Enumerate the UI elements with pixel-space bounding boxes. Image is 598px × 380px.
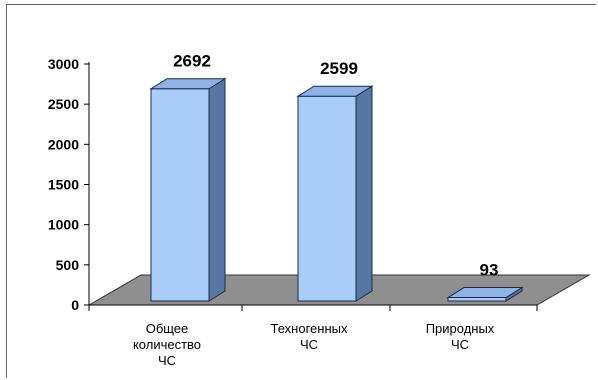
bar-2	[296, 85, 374, 302]
bar-1	[149, 77, 227, 302]
bar-top-face	[446, 287, 524, 299]
y-tick-label: 500	[56, 257, 80, 273]
bar-side-face	[355, 85, 373, 302]
bar-top-face	[149, 78, 227, 90]
y-tick-label: 2000	[48, 136, 79, 152]
y-tick-label: 0	[71, 297, 79, 313]
bar-top-face	[296, 85, 374, 97]
bar-front-face	[297, 95, 357, 302]
chart-plot: 0 500 1000 1500 2000 2500 3000 2692 2599 93 Общее…	[48, 52, 591, 368]
category-label-line: Природных	[426, 321, 495, 336]
data-label: 93	[480, 261, 499, 280]
category-label-line: ЧС	[300, 337, 318, 352]
y-tick-label: 1000	[48, 217, 79, 233]
bar-front-face	[150, 88, 210, 302]
data-label: 2599	[320, 59, 358, 78]
bar-3	[446, 286, 524, 302]
category-label: Природных ЧС	[426, 321, 495, 352]
data-label: 2692	[173, 52, 211, 71]
bar-side-face	[208, 77, 226, 302]
y-tick-label: 2500	[48, 96, 79, 112]
category-label-line: количество	[133, 337, 201, 352]
category-label-line: ЧС	[158, 353, 176, 368]
category-label-line: ЧС	[451, 337, 469, 352]
category-label: Общее количество ЧС	[133, 321, 201, 368]
category-label: Техногенных ЧС	[271, 321, 348, 352]
chart-frame: 0 500 1000 1500 2000 2500 3000 2692 2599 93 Общее…	[6, 4, 596, 378]
category-label-line: Общее	[146, 321, 189, 336]
y-tick-label: 3000	[48, 56, 79, 72]
y-tick-label: 1500	[48, 177, 79, 193]
category-label-line: Техногенных	[271, 321, 348, 336]
bar-front-face	[447, 297, 507, 302]
